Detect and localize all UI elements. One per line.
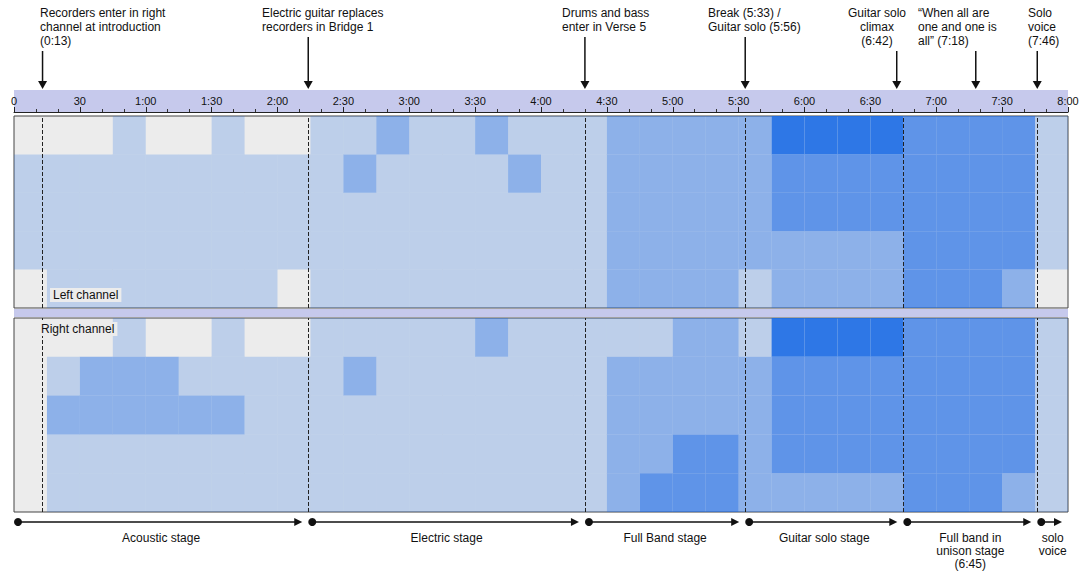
svg-text:channel at introduction: channel at introduction	[40, 20, 161, 34]
svg-text:2:00: 2:00	[267, 95, 288, 107]
svg-text:7:00: 7:00	[926, 95, 947, 107]
svg-text:6:30: 6:30	[860, 95, 881, 107]
svg-text:1:00: 1:00	[135, 95, 156, 107]
svg-text:Electric guitar replaces: Electric guitar replaces	[262, 6, 383, 20]
svg-text:enter in Verse 5: enter in Verse 5	[562, 20, 646, 34]
svg-text:4:00: 4:00	[530, 95, 551, 107]
svg-text:voice: voice	[1039, 544, 1067, 558]
svg-text:Full Band stage: Full Band stage	[623, 531, 707, 545]
svg-text:6:00: 6:00	[794, 95, 815, 107]
svg-text:recorders in Bridge 1: recorders in Bridge 1	[262, 20, 374, 34]
svg-text:Full band in: Full band in	[939, 531, 1001, 545]
svg-text:(0:13): (0:13)	[40, 34, 71, 48]
svg-text:one and one is: one and one is	[918, 20, 997, 34]
svg-text:(6:45): (6:45)	[955, 557, 986, 571]
svg-text:Guitar solo: Guitar solo	[848, 6, 906, 20]
svg-text:unison stage: unison stage	[936, 544, 1004, 558]
svg-text:4:30: 4:30	[596, 95, 617, 107]
svg-text:voice: voice	[1028, 20, 1056, 34]
svg-text:5:00: 5:00	[662, 95, 683, 107]
svg-text:Solo: Solo	[1028, 6, 1052, 20]
svg-text:(6:42): (6:42)	[861, 34, 892, 48]
svg-text:30: 30	[74, 95, 86, 107]
svg-text:2:30: 2:30	[333, 95, 354, 107]
svg-text:solo: solo	[1042, 531, 1064, 545]
svg-text:“When all are: “When all are	[918, 6, 990, 20]
svg-text:Electric stage: Electric stage	[411, 531, 483, 545]
svg-text:3:30: 3:30	[464, 95, 485, 107]
svg-text:3:00: 3:00	[399, 95, 420, 107]
svg-text:Recorders enter in right: Recorders enter in right	[40, 6, 166, 20]
svg-text:Left channel: Left channel	[53, 288, 118, 302]
svg-text:Guitar solo stage: Guitar solo stage	[779, 531, 870, 545]
svg-text:7:30: 7:30	[991, 95, 1012, 107]
svg-text:Drums and bass: Drums and bass	[562, 6, 649, 20]
svg-text:climax: climax	[860, 20, 894, 34]
svg-text:Guitar solo (5:56): Guitar solo (5:56)	[708, 20, 801, 34]
svg-text:(7:46): (7:46)	[1028, 34, 1059, 48]
svg-text:Acoustic stage: Acoustic stage	[122, 531, 200, 545]
svg-text:Right channel: Right channel	[41, 322, 114, 336]
svg-text:Break (5:33) /: Break (5:33) /	[708, 6, 781, 20]
svg-text:1:30: 1:30	[201, 95, 222, 107]
svg-text:0: 0	[11, 95, 17, 107]
svg-text:8:00: 8:00	[1057, 95, 1078, 107]
svg-text:5:30: 5:30	[728, 95, 749, 107]
svg-text:all” (7:18): all” (7:18)	[918, 34, 969, 48]
